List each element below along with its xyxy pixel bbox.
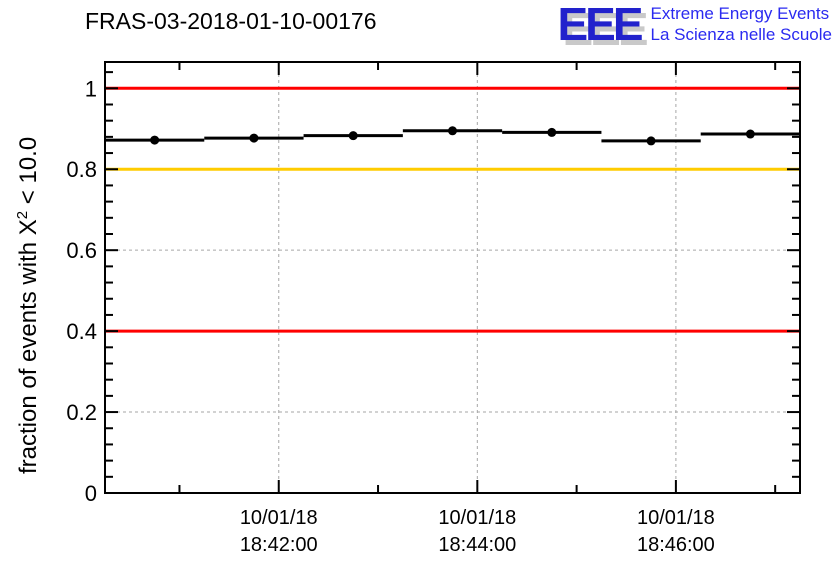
data-point bbox=[646, 136, 656, 146]
data-point bbox=[150, 135, 160, 145]
logo-line2: La Scienza nelle Scuole bbox=[650, 25, 832, 44]
y-tick-label: 0 bbox=[85, 481, 97, 506]
plot-frame bbox=[104, 61, 801, 494]
eee-logo: EEE Extreme Energy Events La Scienza nel… bbox=[557, 0, 832, 50]
x-tick-time-label: 18:42:00 bbox=[240, 534, 318, 556]
data-point bbox=[448, 126, 457, 136]
x-tick-date-label: 10/01/18 bbox=[438, 507, 516, 529]
eee-logo-text: Extreme Energy Events La Scienza nelle S… bbox=[651, 3, 832, 45]
x-tick-time-label: 18:44:00 bbox=[438, 534, 516, 556]
x-tick-date-label: 10/01/18 bbox=[637, 507, 715, 529]
y-tick-label: 0.6 bbox=[66, 238, 97, 263]
data-point bbox=[249, 133, 259, 143]
chart-title: FRAS-03-2018-01-10-00176 bbox=[85, 8, 377, 34]
y-tick-label: 0.2 bbox=[66, 400, 97, 425]
x-tick-date-label: 10/01/18 bbox=[240, 507, 318, 529]
eee-logo-letters: EEE bbox=[557, 0, 643, 50]
data-point bbox=[348, 131, 358, 141]
y-tick-label: 1 bbox=[85, 76, 97, 101]
y-tick-label: 0.8 bbox=[66, 157, 97, 182]
logo-line1: Extreme Energy Events bbox=[650, 4, 830, 23]
data-point bbox=[745, 129, 755, 139]
x-tick-time-label: 18:46:00 bbox=[637, 534, 715, 556]
y-tick-label: 0.4 bbox=[66, 319, 97, 344]
data-point bbox=[547, 127, 557, 137]
